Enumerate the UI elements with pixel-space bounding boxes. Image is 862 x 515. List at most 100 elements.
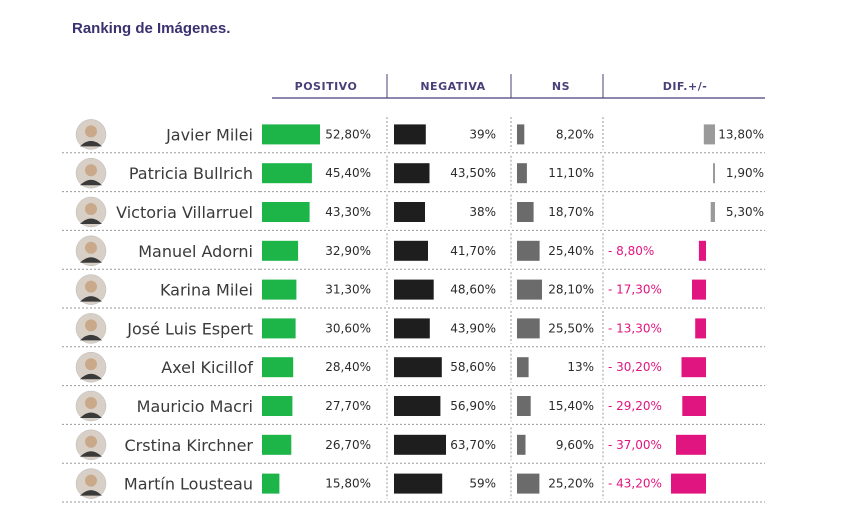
ns-label: 13% xyxy=(567,360,594,374)
negativa-bar xyxy=(394,318,430,339)
dif-bar xyxy=(692,279,706,300)
dif-label: 13,80% xyxy=(718,127,764,141)
dif-label: - 17,30% xyxy=(608,283,662,297)
avatar-body xyxy=(80,490,102,496)
ns-label: 15,40% xyxy=(548,399,594,413)
dif-label: 5,30% xyxy=(726,205,764,219)
positivo-bar xyxy=(262,163,312,184)
avatar xyxy=(75,119,107,150)
person-name: Crstina Kirchner xyxy=(125,436,254,455)
ns-label: 25,20% xyxy=(548,477,594,491)
column-header: DIF.+/- xyxy=(663,80,708,93)
positivo-label: 30,60% xyxy=(325,321,371,335)
person-name: Victoria Villarruel xyxy=(116,203,253,222)
ns-bar xyxy=(517,396,531,416)
avatar-body xyxy=(80,334,102,341)
negativa-label: 56,90% xyxy=(450,399,496,413)
negativa-label: 43,50% xyxy=(450,166,496,180)
positivo-label: 45,40% xyxy=(325,166,371,180)
ns-bar xyxy=(517,240,540,261)
avatar-body xyxy=(80,140,102,147)
avatar-head xyxy=(85,280,97,293)
avatar-body xyxy=(80,218,102,224)
avatar xyxy=(75,468,107,499)
negativa-bar xyxy=(394,279,434,300)
ns-label: 8,20% xyxy=(556,127,594,141)
avatar xyxy=(75,235,107,267)
negativa-label: 63,70% xyxy=(450,438,496,452)
dif-bar xyxy=(713,163,715,184)
negativa-label: 59% xyxy=(469,477,496,491)
ns-bar xyxy=(517,318,540,339)
ns-label: 25,50% xyxy=(548,321,594,335)
ns-label: 28,10% xyxy=(548,283,594,297)
positivo-bar xyxy=(262,473,280,494)
avatar-head xyxy=(85,319,97,332)
negativa-bar xyxy=(394,357,442,378)
negativa-label: 48,60% xyxy=(450,283,496,297)
column-header: POSITIVO xyxy=(295,80,358,93)
positivo-label: 52,80% xyxy=(325,127,371,141)
avatar-head xyxy=(85,125,97,138)
avatar xyxy=(75,429,107,461)
person-name: Javier Milei xyxy=(165,125,253,144)
person-name: Manuel Adorni xyxy=(138,242,253,261)
avatar-body xyxy=(80,373,102,380)
negativa-bar xyxy=(394,163,430,184)
ns-label: 9,60% xyxy=(556,438,594,452)
avatar-head xyxy=(85,397,97,409)
negativa-bar xyxy=(394,202,425,222)
avatar xyxy=(75,274,107,305)
dif-label: - 13,30% xyxy=(608,321,662,335)
positivo-label: 32,90% xyxy=(325,244,371,258)
avatar-body xyxy=(80,451,102,457)
negativa-label: 41,70% xyxy=(450,244,496,258)
dif-label: - 29,20% xyxy=(608,399,662,413)
ns-bar xyxy=(517,473,540,494)
dif-bar xyxy=(671,473,706,494)
avatar-head xyxy=(85,358,97,371)
positivo-label: 26,70% xyxy=(325,438,371,452)
positivo-label: 27,70% xyxy=(325,399,371,413)
negativa-label: 58,60% xyxy=(450,360,496,374)
person-name: Karina Milei xyxy=(160,281,253,300)
positivo-bar xyxy=(262,434,292,455)
ns-label: 18,70% xyxy=(548,205,594,219)
avatar xyxy=(75,313,107,344)
avatar xyxy=(75,351,107,383)
ns-bar xyxy=(517,357,529,378)
chart-title: Ranking de Imágenes. xyxy=(72,20,231,37)
negativa-bar xyxy=(394,240,428,261)
positivo-label: 28,40% xyxy=(325,360,371,374)
dif-label: - 37,00% xyxy=(608,438,662,452)
ns-bar xyxy=(517,434,526,455)
dif-bar xyxy=(676,434,706,455)
person-name: Patricia Bullrich xyxy=(129,164,253,183)
ns-bar xyxy=(517,163,527,184)
person-name: Axel Kicillof xyxy=(161,358,253,377)
negativa-label: 43,90% xyxy=(450,321,496,335)
dif-label: - 8,80% xyxy=(608,244,654,258)
avatar xyxy=(75,390,107,422)
person-name: Martín Lousteau xyxy=(124,475,253,494)
avatar-body xyxy=(80,179,102,186)
positivo-label: 15,80% xyxy=(325,477,371,491)
person-name: José Luis Espert xyxy=(126,319,253,338)
avatar-head xyxy=(85,164,97,177)
avatar-head xyxy=(85,241,97,254)
positivo-bar xyxy=(262,357,294,378)
ns-label: 11,10% xyxy=(548,166,594,180)
positivo-bar xyxy=(262,124,320,145)
positivo-label: 43,30% xyxy=(325,205,371,219)
ns-label: 25,40% xyxy=(548,244,594,258)
negativa-label: 38% xyxy=(469,205,496,219)
positivo-bar xyxy=(262,202,310,222)
negativa-bar xyxy=(394,434,446,455)
person-name: Mauricio Macri xyxy=(137,397,253,416)
negativa-bar xyxy=(394,124,426,145)
avatar-head xyxy=(85,474,97,487)
dif-bar xyxy=(681,357,706,378)
negativa-label: 39% xyxy=(469,127,496,141)
ns-bar xyxy=(517,124,525,145)
